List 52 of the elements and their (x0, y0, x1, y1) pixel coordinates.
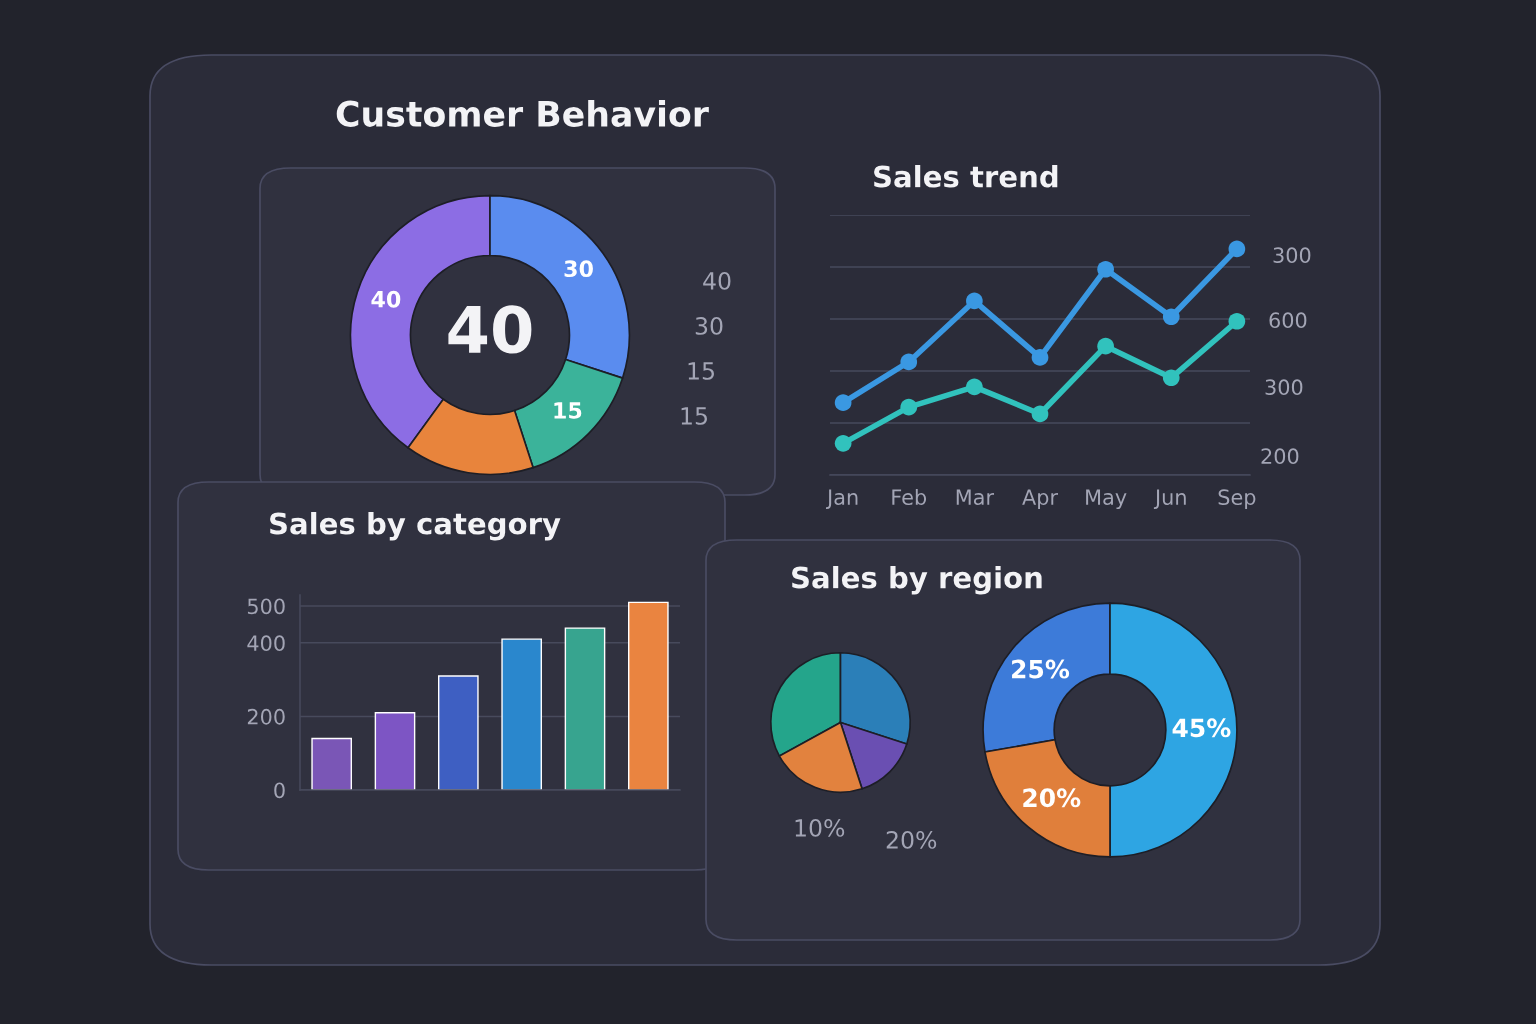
x-tick-label: Feb (892, 488, 927, 506)
point (966, 292, 983, 310)
text: 600 (1269, 312, 1307, 329)
text: 20% (886, 830, 937, 849)
y-tick-label: 400 (247, 635, 285, 652)
text: 300 (1265, 379, 1303, 396)
chart-title: Sales trend (874, 165, 1058, 188)
data-label: 30 (564, 260, 593, 278)
point (1228, 240, 1246, 258)
bar (628, 601, 669, 790)
x-tick-label: Jan (825, 489, 858, 509)
x-tick-label: May (1086, 489, 1127, 510)
text: 300 (1273, 247, 1311, 264)
x-tick-label: Sep (1218, 489, 1256, 510)
text: 15 (688, 362, 714, 380)
y-tick-label: 500 (247, 598, 285, 615)
text: 10% (795, 818, 845, 837)
bar (374, 712, 416, 790)
text: 200 (1261, 448, 1299, 465)
point (1097, 337, 1114, 355)
data-label: 40 (371, 290, 401, 308)
point (900, 398, 918, 416)
chart-title: Sales by category (270, 512, 561, 541)
text: 15 (681, 407, 707, 425)
data-label: 20% (1023, 788, 1081, 808)
point (1162, 369, 1180, 387)
data-label: 25% (1012, 659, 1070, 679)
point (900, 353, 918, 371)
x-tick-label: Jun (1153, 489, 1186, 509)
y-tick-label: 200 (247, 708, 285, 725)
x-tick-label: Mar (956, 489, 995, 506)
chart-title: Customer Behavior (336, 100, 709, 127)
point (1097, 260, 1114, 278)
point (1228, 312, 1246, 330)
data-label: 15 (554, 402, 582, 419)
y-tick-label: 0 (274, 782, 285, 799)
text: 40 (703, 271, 731, 290)
point (1162, 308, 1180, 326)
bar (564, 627, 606, 790)
point (834, 435, 852, 452)
point (1031, 405, 1049, 423)
text: 40 (448, 305, 532, 354)
text: 30 (695, 316, 723, 335)
bar (438, 675, 479, 790)
bar (311, 737, 352, 790)
bar (501, 638, 542, 790)
chart-title: Sales by region (792, 566, 1042, 595)
point (966, 378, 983, 396)
x-tick-label: Apr (1022, 489, 1059, 510)
point (1031, 349, 1049, 366)
data-label: 45% (1172, 718, 1231, 738)
point (834, 394, 852, 411)
